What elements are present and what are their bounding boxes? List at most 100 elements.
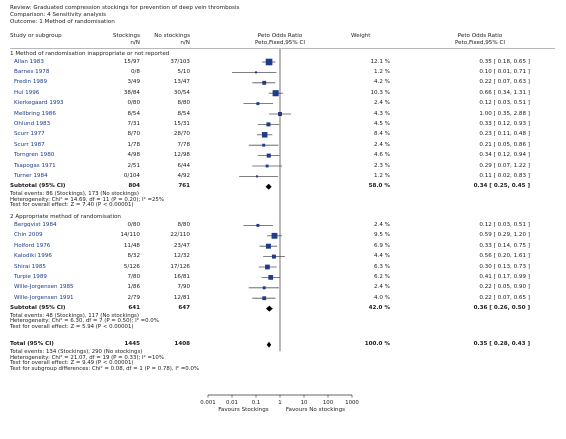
total-events: Total events: 134 (Stockings), 290 (No s… — [10, 348, 143, 355]
total-weight: 100.0 % — [364, 341, 390, 348]
x-tick-label: 0.1 — [252, 400, 261, 406]
study-ci-text: 0.34 [ 0.12, 0.94 ] — [479, 152, 530, 159]
study-ci-text: 0.56 [ 0.20, 1.61 ] — [479, 253, 530, 260]
col-nostockings-header: No stockings — [154, 33, 190, 39]
study-no-stockings: 6/44 — [177, 162, 190, 169]
study-name: Barnes 1978 — [14, 68, 50, 75]
study-square — [266, 122, 271, 127]
subtotal-label: Subtotal (95% CI) — [10, 305, 66, 312]
study-square — [265, 264, 270, 270]
study-name: Hui 1996 — [14, 89, 40, 96]
study-no-stockings: 22/110 — [170, 232, 190, 239]
study-stockings: 1/86 — [127, 284, 140, 291]
study-name: Kalodiki 1996 — [14, 253, 52, 260]
subtotal-ci-text: 0.36 [ 0.26, 0.50 ] — [473, 305, 530, 312]
study-no-stockings: 4/92 — [177, 172, 190, 179]
study-stockings: 15/97 — [123, 58, 140, 65]
subgroup-overall-effect: Test for overall effect: Z = 5.94 (P < 0… — [10, 324, 134, 331]
study-stockings: 8/32 — [127, 253, 140, 260]
total-overall-effect: Test for overall effect: Z = 9.49 (P < 0… — [10, 360, 134, 367]
study-name: Wille-Jorgensen 1991 — [14, 294, 74, 301]
study-no-stockings: 37/103 — [170, 58, 190, 65]
study-square — [265, 58, 273, 66]
x-tick-label: 1000 — [345, 400, 359, 406]
study-name: Ohlund 1983 — [14, 120, 51, 127]
study-weight: 9.5 % — [374, 232, 390, 239]
total-stockings: 1445 — [124, 341, 140, 348]
study-weight: 12.1 % — [370, 58, 390, 65]
study-weight: 2.4 % — [374, 100, 390, 107]
subgroup-events: Total events: 86 (Stockings), 173 (No st… — [10, 190, 139, 197]
subtotal-stockings: 804 — [128, 183, 140, 190]
study-ci-text: 0.10 [ 0.01, 0.71 ] — [479, 68, 530, 75]
subtotal-stockings: 641 — [128, 305, 140, 312]
header-rule — [10, 48, 555, 49]
study-ci-text: 0.66 [ 0.34, 1.31 ] — [479, 89, 530, 96]
study-name: Kierkegaard 1993 — [14, 100, 64, 107]
study-weight: 2.3 % — [374, 162, 390, 169]
x-tick-label: 1 — [278, 400, 281, 406]
col-nostockings-sub: n/N — [180, 40, 190, 46]
outcome-title: Outcome: 1 Method of randomisation — [10, 19, 115, 25]
study-weight: 4.0 % — [374, 294, 390, 301]
study-weight: 2.4 % — [374, 141, 390, 148]
total-label: Total (95% CI) — [10, 341, 54, 348]
study-name: Turner 1984 — [14, 172, 48, 179]
study-ci-text: 0.22 [ 0.07, 0.65 ] — [479, 294, 530, 301]
study-square — [268, 275, 274, 280]
study-stockings: 0/80 — [127, 100, 140, 107]
study-stockings: 3/49 — [127, 79, 140, 86]
study-weight: 4.2 % — [374, 79, 390, 86]
study-stockings: 5/126 — [123, 263, 140, 270]
total-heterogeneity: Heterogeneity: Chi² = 21.07, df = 19 (P … — [10, 354, 164, 361]
study-no-stockings: 17/126 — [170, 263, 190, 270]
study-no-stockings: 28/70 — [173, 131, 190, 138]
study-stockings: 7/31 — [127, 120, 140, 127]
study-stockings: 0/80 — [127, 221, 140, 228]
subgroup-heterogeneity: Heterogeneity: Chi² = 6.30, df = 7 (P = … — [10, 318, 159, 325]
study-stockings: 4/98 — [127, 152, 140, 159]
study-no-stockings: 5/10 — [177, 68, 190, 75]
study-no-stockings: 12/81 — [173, 294, 190, 301]
subgroup-heterogeneity: Heterogeneity: Chi² = 14.69, df = 11 (P … — [10, 196, 164, 203]
study-name: Wille-Jorgensen 1985 — [14, 284, 74, 291]
study-ci-text: 0.33 [ 0.14, 0.75 ] — [479, 242, 530, 249]
subtotal-diamond — [265, 183, 272, 190]
col-study-header: Study or subgroup — [10, 33, 62, 39]
study-stockings: 11/48 — [123, 242, 140, 249]
favours-no-stockings-label: Favours No stockings — [286, 407, 345, 413]
study-weight: 4.5 % — [374, 120, 390, 127]
study-weight: 4.6 % — [374, 152, 390, 159]
study-stockings: 0/8 — [130, 68, 140, 75]
study-ci-text: 0.22 [ 0.07, 0.63 ] — [479, 79, 530, 86]
study-no-stockings: 8/80 — [177, 100, 190, 107]
study-no-stockings: 15/31 — [173, 120, 190, 127]
study-name: Bergqvist 1984 — [14, 221, 57, 228]
review-title: Review: Graduated compression stockings … — [10, 5, 240, 11]
total-ci-text: 0.35 [ 0.28, 0.43 ] — [473, 341, 530, 348]
x-tick-label: 0.01 — [226, 400, 238, 406]
subtotal-no-stockings: 761 — [178, 183, 190, 190]
study-weight: 2.4 % — [374, 284, 390, 291]
col-stockings-sub: n/N — [130, 40, 140, 46]
study-name: Fredin 1989 — [14, 79, 48, 86]
study-stockings: 8/70 — [127, 131, 140, 138]
study-stockings: 2/79 — [127, 294, 140, 301]
study-square — [271, 254, 276, 259]
subtotal-no-stockings: 647 — [178, 305, 190, 312]
study-name: Holford 1976 — [14, 242, 51, 249]
study-no-stockings: 8/80 — [177, 221, 190, 228]
study-ci-text: 0.23 [ 0.11, 0.48 ] — [479, 131, 530, 138]
study-stockings: 1/78 — [127, 141, 140, 148]
subtotal-weight: 58.0 % — [368, 183, 390, 190]
study-square — [266, 153, 271, 158]
x-tick-label: 10 — [301, 400, 308, 406]
comparison-title: Comparison: 4 Sensitivity analysis — [10, 12, 107, 18]
x-tick-label: 0.001 — [200, 400, 215, 406]
study-ci-text: 0.59 [ 0.29, 1.20 ] — [479, 232, 530, 239]
col-or-plot-header: Peto Odds Ratio — [257, 33, 303, 39]
study-ci-text: 0.12 [ 0.03, 0.51 ] — [479, 221, 530, 228]
study-ci-text: 0.41 [ 0.17, 0.99 ] — [479, 273, 530, 280]
study-ci-text: 1.00 [ 0.35, 2.88 ] — [479, 110, 530, 117]
